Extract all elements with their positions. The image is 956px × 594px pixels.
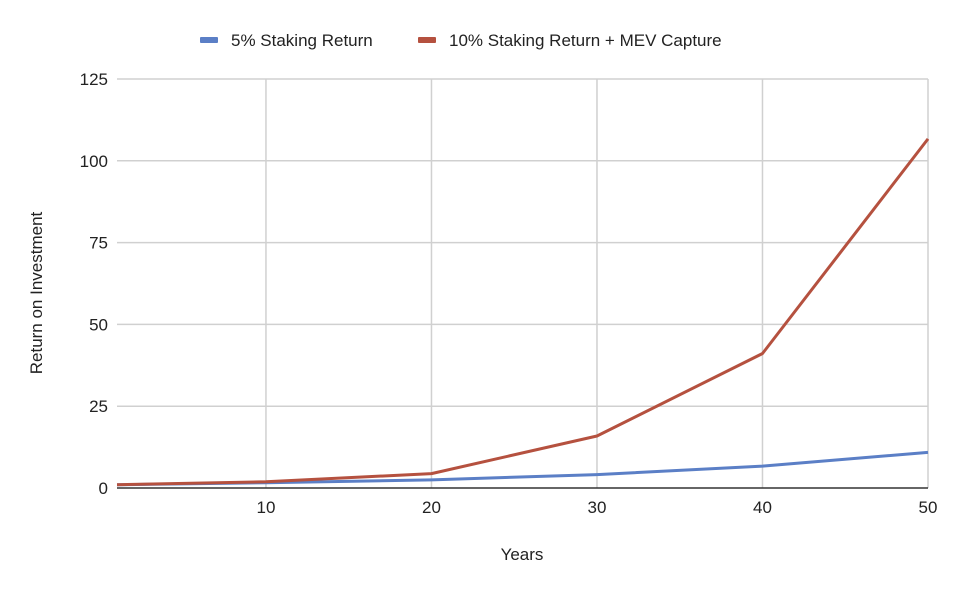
x-tick-label: 10 xyxy=(256,498,275,517)
x-axis-label: Years xyxy=(501,545,544,564)
y-tick-label: 50 xyxy=(89,315,108,334)
series-line-2 xyxy=(116,137,930,487)
x-tick-label: 20 xyxy=(422,498,441,517)
y-tick-label: 0 xyxy=(99,479,108,498)
y-tick-label: 125 xyxy=(80,70,108,89)
legend-swatch xyxy=(418,37,436,43)
y-axis-label: Return on Investment xyxy=(27,211,46,374)
series-line-1 xyxy=(116,450,929,487)
legend-label: 5% Staking Return xyxy=(231,31,373,50)
y-tick-label: 100 xyxy=(80,152,108,171)
y-tick-label: 75 xyxy=(89,234,108,253)
x-tick-label: 50 xyxy=(919,498,938,517)
x-tick-label: 30 xyxy=(588,498,607,517)
legend-swatch xyxy=(200,37,218,43)
legend-label: 10% Staking Return + MEV Capture xyxy=(449,31,722,50)
x-tick-label: 40 xyxy=(753,498,772,517)
y-tick-label: 25 xyxy=(89,397,108,416)
